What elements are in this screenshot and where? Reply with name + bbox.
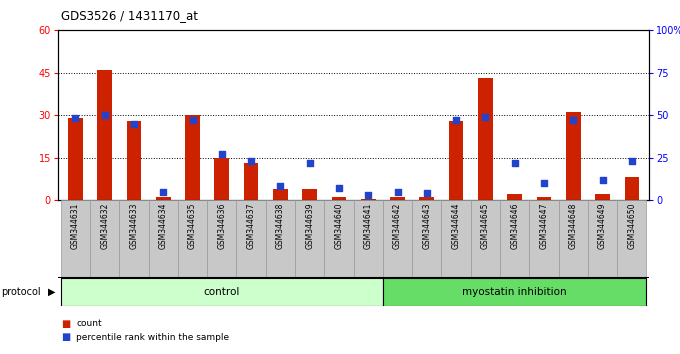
Bar — [595, 194, 610, 200]
Point — [422, 190, 432, 196]
Text: ■: ■ — [61, 332, 71, 342]
Point — [568, 117, 579, 123]
Point — [275, 184, 286, 189]
Point — [363, 192, 374, 198]
Text: protocol: protocol — [1, 287, 41, 297]
Text: GSM344646: GSM344646 — [510, 202, 519, 249]
Point — [392, 189, 403, 194]
Text: GSM344650: GSM344650 — [628, 202, 636, 249]
Bar — [354, 200, 383, 278]
Point — [129, 121, 139, 126]
Bar — [61, 200, 90, 278]
Point — [70, 116, 81, 121]
Bar — [478, 78, 493, 200]
Bar — [243, 163, 258, 200]
Text: control: control — [203, 287, 240, 297]
Bar — [588, 200, 617, 278]
Text: GSM344636: GSM344636 — [218, 202, 226, 249]
Bar — [273, 189, 288, 200]
Point — [304, 160, 315, 165]
Bar — [566, 112, 581, 200]
Bar — [624, 177, 639, 200]
Text: GSM344642: GSM344642 — [393, 202, 402, 249]
Text: GSM344640: GSM344640 — [335, 202, 343, 249]
Bar — [500, 200, 529, 278]
Point — [480, 114, 491, 120]
Point — [158, 189, 169, 194]
Text: GSM344632: GSM344632 — [100, 202, 109, 249]
Bar — [126, 121, 141, 200]
Point — [597, 177, 608, 182]
Text: GSM344647: GSM344647 — [539, 202, 549, 249]
Bar — [178, 200, 207, 278]
Bar — [390, 197, 405, 200]
Bar — [383, 200, 412, 278]
Bar — [156, 197, 171, 200]
Text: GSM344637: GSM344637 — [247, 202, 256, 249]
Point — [99, 112, 110, 118]
Text: GSM344639: GSM344639 — [305, 202, 314, 249]
Bar — [295, 200, 324, 278]
Point — [216, 151, 227, 157]
Bar — [507, 194, 522, 200]
Bar — [420, 197, 434, 200]
Text: GSM344631: GSM344631 — [71, 202, 80, 249]
Bar — [185, 115, 200, 200]
Bar — [61, 279, 383, 306]
Bar — [617, 200, 647, 278]
Point — [333, 185, 344, 191]
Bar — [529, 200, 558, 278]
Bar — [449, 121, 464, 200]
Text: count: count — [76, 319, 102, 329]
Bar — [237, 200, 266, 278]
Bar — [207, 200, 237, 278]
Bar — [324, 200, 354, 278]
Bar — [361, 199, 375, 200]
Text: GSM344641: GSM344641 — [364, 202, 373, 249]
Bar — [68, 118, 83, 200]
Bar — [383, 279, 647, 306]
Point — [539, 180, 549, 186]
Text: GSM344648: GSM344648 — [568, 202, 578, 249]
Text: GSM344643: GSM344643 — [422, 202, 431, 249]
Bar — [90, 200, 119, 278]
Point — [451, 117, 462, 123]
Text: myostatin inhibition: myostatin inhibition — [462, 287, 567, 297]
Bar — [214, 158, 229, 200]
Bar — [149, 200, 178, 278]
Text: GSM344644: GSM344644 — [452, 202, 460, 249]
Text: GSM344649: GSM344649 — [598, 202, 607, 249]
Text: GSM344634: GSM344634 — [158, 202, 168, 249]
Point — [509, 160, 520, 165]
Bar — [97, 70, 112, 200]
Text: GSM344645: GSM344645 — [481, 202, 490, 249]
Text: GDS3526 / 1431170_at: GDS3526 / 1431170_at — [61, 9, 198, 22]
Point — [245, 158, 256, 164]
Bar — [119, 200, 149, 278]
Bar — [303, 189, 317, 200]
Bar — [266, 200, 295, 278]
Text: GSM344638: GSM344638 — [276, 202, 285, 249]
Text: GSM344635: GSM344635 — [188, 202, 197, 249]
Point — [626, 158, 637, 164]
Bar — [558, 200, 588, 278]
Bar — [412, 200, 441, 278]
Point — [187, 117, 198, 123]
Bar — [332, 197, 346, 200]
Bar — [471, 200, 500, 278]
Text: percentile rank within the sample: percentile rank within the sample — [76, 332, 229, 342]
Bar — [537, 197, 551, 200]
Bar — [441, 200, 471, 278]
Text: ▶: ▶ — [48, 287, 56, 297]
Text: ■: ■ — [61, 319, 71, 329]
Text: GSM344633: GSM344633 — [129, 202, 139, 249]
